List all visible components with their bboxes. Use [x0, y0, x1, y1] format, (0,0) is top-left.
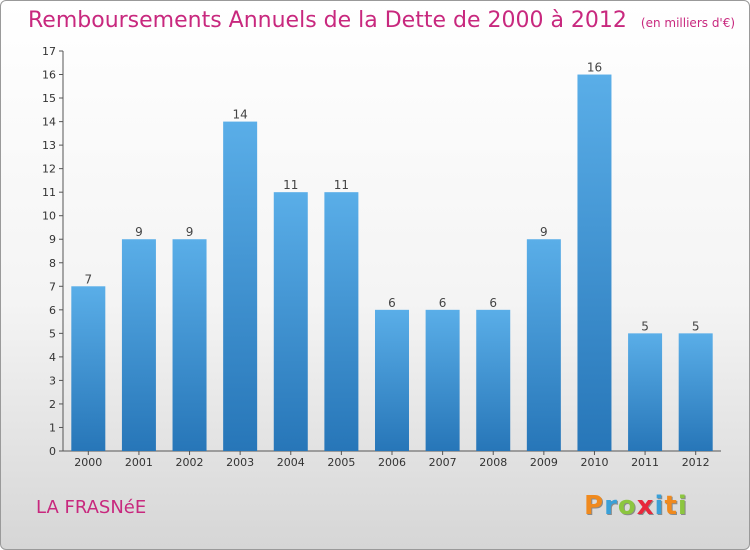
x-tick-label: 2002	[176, 456, 204, 469]
y-tick-label: 2	[49, 398, 56, 411]
title-unit: (en milliers d'€)	[640, 16, 736, 30]
y-tick-label: 12	[42, 163, 56, 176]
logo-letter: r	[604, 491, 618, 521]
y-tick-label: 13	[42, 139, 56, 152]
y-tick-label: 17	[42, 45, 56, 58]
y-tick-label: 10	[42, 210, 56, 223]
bar	[476, 309, 511, 451]
bar	[577, 74, 612, 451]
y-tick-label: 0	[49, 445, 56, 458]
x-tick-label: 2009	[530, 456, 558, 469]
logo-letter: o	[617, 491, 637, 521]
proxiti-logo: Proxiti	[584, 491, 688, 521]
y-tick-label: 1	[49, 421, 56, 434]
title-text: Remboursements Annuels de la Dette de 20…	[28, 8, 627, 33]
x-tick-label: 2006	[378, 456, 406, 469]
x-tick-label: 2004	[277, 456, 305, 469]
bar-value-label: 5	[641, 319, 649, 333]
y-tick-label: 8	[49, 257, 56, 270]
y-tick-label: 6	[49, 304, 56, 317]
x-tick-label: 2012	[682, 456, 710, 469]
bar-value-label: 7	[84, 272, 92, 286]
bar	[425, 309, 460, 451]
y-tick-label: 14	[42, 116, 56, 129]
bar	[526, 239, 561, 451]
bar-value-label: 5	[692, 319, 700, 333]
y-tick-label: 3	[49, 374, 56, 387]
x-tick-label: 2011	[631, 456, 659, 469]
y-tick-label: 5	[49, 327, 56, 340]
x-tick-label: 2000	[74, 456, 102, 469]
bar-value-label: 11	[283, 178, 298, 192]
x-tick-label: 2005	[327, 456, 355, 469]
bar-value-label: 9	[540, 225, 548, 239]
x-tick-label: 2008	[479, 456, 507, 469]
bar-value-label: 11	[334, 178, 349, 192]
bar-value-label: 9	[135, 225, 143, 239]
x-tick-label: 2001	[125, 456, 153, 469]
y-tick-label: 15	[42, 92, 56, 105]
y-tick-label: 7	[49, 280, 56, 293]
bar-value-label: 16	[587, 61, 602, 75]
bar-value-label: 6	[439, 296, 447, 310]
bar	[223, 121, 258, 452]
bar	[324, 192, 359, 452]
logo-letter: t	[664, 491, 678, 521]
bar-value-label: 6	[388, 296, 396, 310]
chart-title: Remboursements Annuels de la Dette de 20…	[28, 8, 735, 33]
y-tick-label: 16	[42, 69, 56, 82]
town-name: LA FRASNéE	[36, 497, 147, 518]
logo-letter: x	[636, 491, 655, 521]
y-tick-label: 9	[49, 233, 56, 246]
y-tick-label: 11	[42, 186, 56, 199]
logo-letter: i	[654, 491, 665, 521]
bar	[375, 309, 409, 451]
y-tick-label: 4	[49, 351, 56, 364]
bar	[172, 239, 207, 451]
bar	[678, 333, 713, 451]
bar-value-label: 6	[489, 296, 497, 310]
x-tick-label: 2003	[226, 456, 254, 469]
bar-value-label: 9	[186, 225, 194, 239]
bar	[273, 192, 308, 452]
logo-letter: P	[584, 491, 605, 521]
bar	[628, 333, 663, 451]
bars: 7 9 9 14 11 11 6 6 6 9 16 5 5	[71, 61, 713, 452]
x-tick-label: 2007	[429, 456, 457, 469]
bar	[71, 286, 106, 451]
bar	[121, 239, 156, 451]
logo-letter: i	[677, 491, 688, 521]
x-tick-label: 2010	[580, 456, 608, 469]
bar-value-label: 14	[233, 108, 248, 122]
